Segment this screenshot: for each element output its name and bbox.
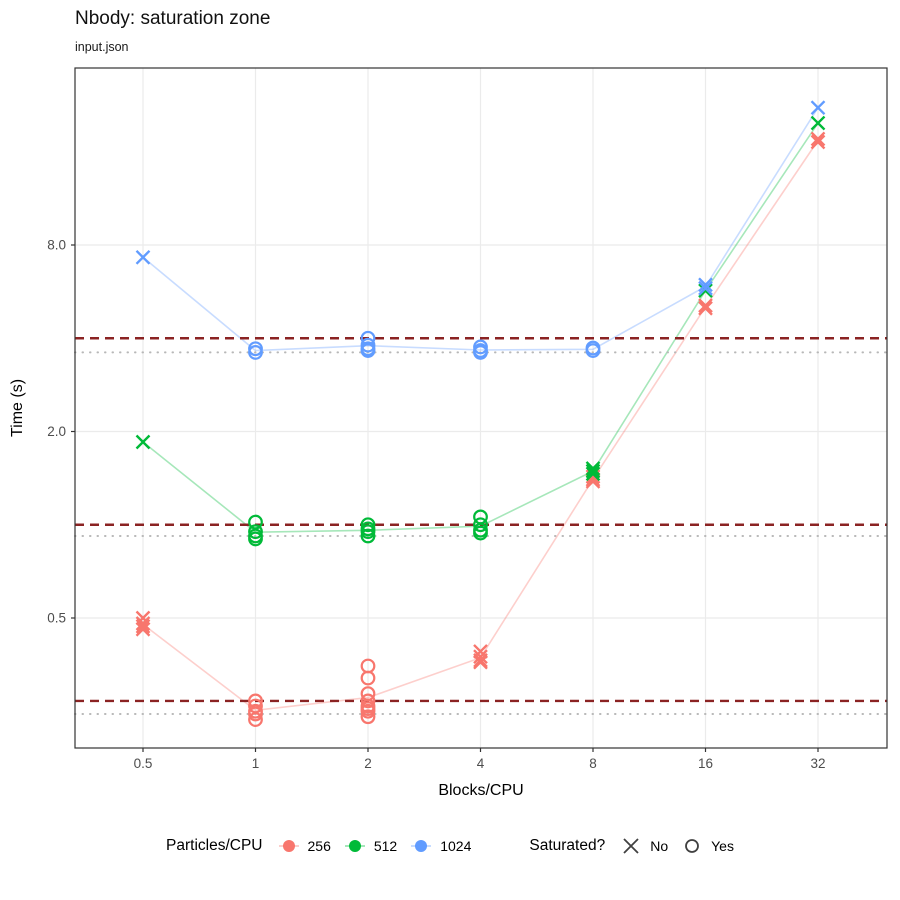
- y-tick-label: 0.5: [47, 611, 66, 626]
- data-point-x-512: [698, 283, 713, 298]
- data-point-circle-256: [248, 706, 263, 722]
- data-point-x-512: [585, 463, 601, 479]
- legend-item-256: 256: [277, 836, 331, 856]
- data-point-x-256: [810, 134, 826, 150]
- legend-key-dot-icon: [278, 840, 299, 852]
- data-point-x-256: [135, 618, 151, 634]
- chart-canvas: 0.5 1 2 4 8 16 32 0.5 2.0 8.0 Blocks/CPU Time (s): [9, 67, 888, 799]
- x-tick-label: 1: [252, 756, 260, 771]
- legend: Particles/CPU 256 512 1024 Saturated? No Yes: [0, 836, 900, 856]
- x-tick-label: 16: [698, 756, 713, 771]
- data-point-circle-256: [360, 709, 376, 725]
- data-point-x-256: [473, 654, 488, 670]
- x-tick-label: 2: [364, 756, 372, 771]
- data-point-circle-512: [360, 528, 376, 544]
- legend-title-particles: Particles/CPU: [166, 837, 263, 854]
- data-point-x-1024: [135, 249, 151, 265]
- data-point-circle-512: [360, 524, 376, 540]
- data-point-x-256: [473, 652, 488, 668]
- legend-label: No: [650, 838, 669, 854]
- y-tick-label: 8.0: [47, 238, 66, 253]
- legend-key-x-mark-icon: [623, 838, 639, 854]
- data-point-circle-512: [248, 524, 263, 540]
- legend-label: 1024: [440, 838, 472, 854]
- data-point-x-1024: [698, 280, 713, 296]
- x-tick-label: 32: [810, 756, 825, 771]
- legend-key-dot-icon: [411, 840, 432, 852]
- data-point-circle-1024: [248, 345, 263, 360]
- data-point-circle-512: [473, 525, 488, 541]
- data-point-x-512: [585, 461, 601, 476]
- x-axis-title: Blocks/CPU: [438, 782, 523, 799]
- data-point-circle-512: [473, 517, 488, 533]
- data-point-circle-256: [360, 670, 376, 686]
- data-point-circle-512: [248, 514, 263, 530]
- legend-item-no: No: [619, 836, 668, 856]
- data-point-x-256: [698, 300, 713, 316]
- chart-title: Nbody: saturation zone: [75, 8, 271, 29]
- data-point-circle-512: [248, 531, 263, 547]
- legend-item-yes: Yes: [680, 836, 734, 856]
- data-point-circle-1024: [360, 343, 376, 358]
- data-point-circle-1024: [585, 343, 601, 358]
- data-point-x-256: [135, 616, 151, 631]
- legend-key-dot-icon: [344, 840, 365, 852]
- data-point-x-256: [135, 621, 151, 637]
- legend-label: Yes: [711, 838, 734, 854]
- data-point-circle-256: [360, 703, 376, 719]
- data-point-circle-1024: [473, 345, 488, 360]
- y-axis-title: Time (s): [9, 379, 26, 437]
- chart-subtitle: input.json: [75, 40, 129, 54]
- x-tick-label: 8: [589, 756, 597, 771]
- data-point-x-1024: [698, 277, 713, 293]
- legend-item-1024: 1024: [409, 836, 471, 856]
- data-point-x-256: [698, 298, 713, 313]
- x-tick-label: 0.5: [134, 756, 153, 771]
- legend-key-open-circle-icon: [685, 839, 700, 853]
- data-point-x-512: [135, 434, 151, 450]
- data-point-circle-512: [360, 517, 376, 533]
- x-tick-label: 4: [477, 756, 485, 771]
- data-point-x-256: [810, 131, 826, 147]
- legend-label: 256: [307, 838, 331, 854]
- data-point-circle-256: [360, 693, 376, 709]
- y-tick-label: 2.0: [47, 424, 66, 439]
- data-point-circle-256: [248, 712, 263, 727]
- data-point-x-512: [810, 115, 826, 131]
- data-point-x-1024: [810, 100, 826, 116]
- legend-item-512: 512: [343, 836, 397, 856]
- legend-title-saturated: Saturated?: [529, 837, 606, 854]
- data-point-x-512: [585, 466, 601, 482]
- data-point-x-256: [473, 649, 488, 665]
- legend-label: 512: [373, 838, 398, 854]
